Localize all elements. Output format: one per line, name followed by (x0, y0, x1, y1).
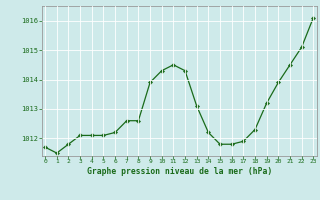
X-axis label: Graphe pression niveau de la mer (hPa): Graphe pression niveau de la mer (hPa) (87, 167, 272, 176)
